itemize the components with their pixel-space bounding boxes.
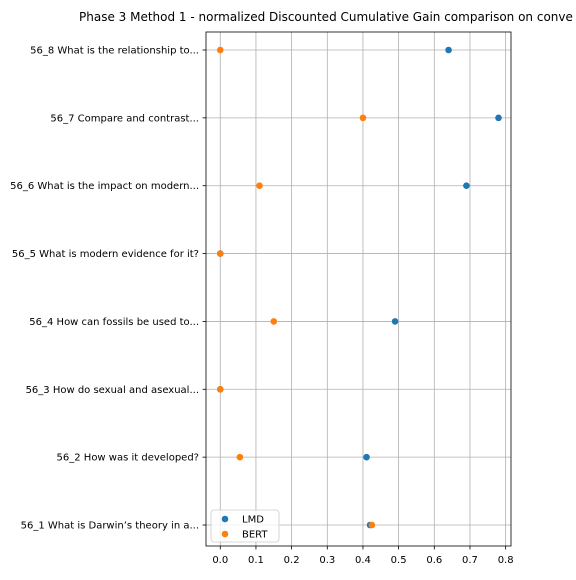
legend: LMD BERT xyxy=(210,509,280,543)
y-tick-label: 56_1 What is Darwin’s theory in a... xyxy=(21,521,199,532)
y-tick-label: 56_2 How was it developed? xyxy=(57,453,199,464)
legend-marker-lmd xyxy=(221,515,229,523)
y-tick-label: 56_3 How do sexual and asexual... xyxy=(26,385,199,396)
x-tick-label: 0.6 xyxy=(426,555,442,566)
plot-frame xyxy=(205,31,512,547)
data-point-lmd xyxy=(363,453,370,461)
x-tick-label: 0.3 xyxy=(319,555,335,566)
data-point-bert xyxy=(256,182,263,190)
legend-label-lmd: LMD xyxy=(242,515,264,526)
legend-label-bert: BERT xyxy=(242,530,268,541)
data-point-lmd xyxy=(495,114,502,122)
x-tick-label: 0.5 xyxy=(391,555,407,566)
data-point-bert xyxy=(216,385,224,393)
data-point-lmd xyxy=(445,46,452,54)
x-tick-label: 0.4 xyxy=(355,555,371,566)
x-tick-label: 0.2 xyxy=(284,555,300,566)
grid-lines xyxy=(206,32,511,546)
data-points xyxy=(216,46,502,529)
x-tick-label: 0.8 xyxy=(498,555,514,566)
data-point-bert xyxy=(216,250,224,257)
data-point-lmd xyxy=(391,318,399,325)
y-tick-label: 56_7 Compare and contrast... xyxy=(50,113,199,124)
data-point-lmd xyxy=(463,182,470,190)
data-point-bert xyxy=(270,318,278,325)
data-point-bert xyxy=(236,453,244,461)
y-tick-label: 56_8 What is the relationship to... xyxy=(30,46,199,57)
data-point-bert xyxy=(216,46,224,54)
x-tick-label: 0.0 xyxy=(212,555,228,566)
x-tick-label: 0.1 xyxy=(248,555,264,566)
y-tick-label: 56_5 What is modern evidence for it? xyxy=(12,249,199,260)
x-tick-label: 0.7 xyxy=(462,555,478,566)
legend-marker-bert xyxy=(221,530,229,538)
data-point-bert xyxy=(368,521,376,529)
axes: 0.0 0.1 0.2 0.3 0.4 0.5 0.6 0.7 0.8 56_1 What is … xyxy=(10,31,514,566)
y-tick-label: 56_4 How can fossils be used to... xyxy=(29,317,199,328)
data-point-bert xyxy=(359,114,367,122)
chart-title: Phase 3 Method 1 - normalized Discounted… xyxy=(79,10,573,24)
y-tick-label: 56_6 What is the impact on modern... xyxy=(10,181,199,192)
